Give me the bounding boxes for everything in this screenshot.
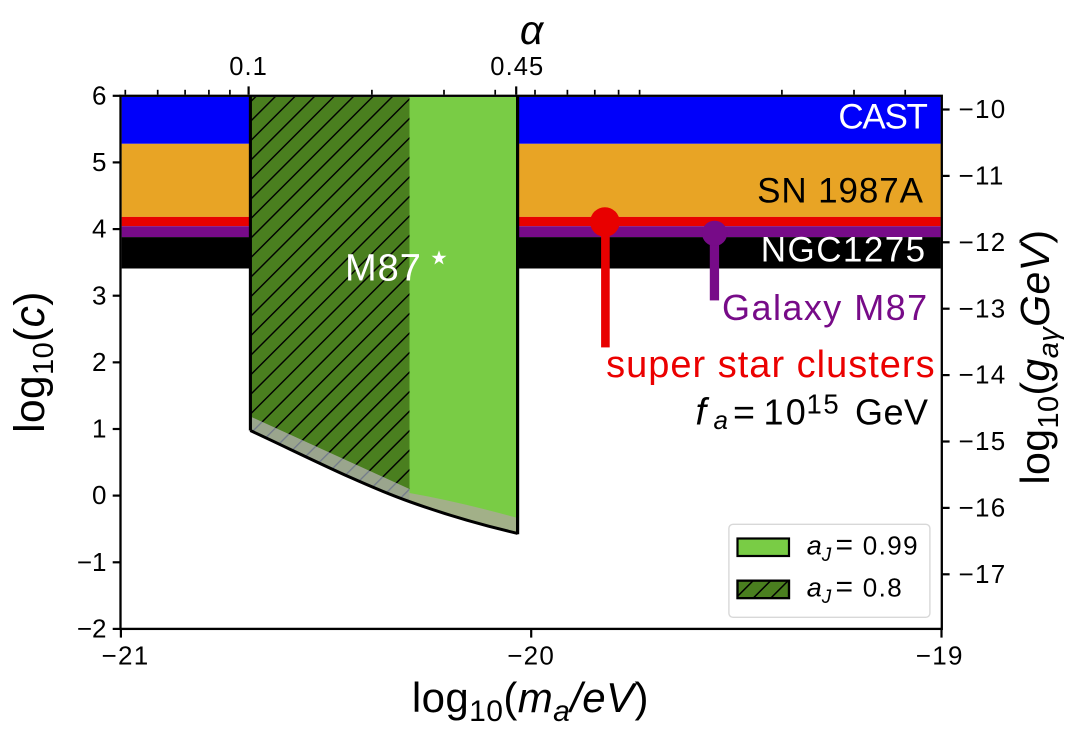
svg-text:=: = xyxy=(836,571,854,604)
svg-text:0.99: 0.99 xyxy=(863,531,919,561)
svg-text:−2: −2 xyxy=(77,614,107,644)
svg-text:5: 5 xyxy=(92,147,106,177)
svg-text:J: J xyxy=(821,587,832,608)
svg-text:=: = xyxy=(836,529,854,562)
svg-text:M87: M87 xyxy=(345,248,422,290)
svg-text:−11: −11 xyxy=(959,161,1005,191)
svg-text:4: 4 xyxy=(92,214,106,244)
svg-text:−21: −21 xyxy=(101,641,149,671)
svg-text:−1: −1 xyxy=(77,547,107,577)
svg-text:=: = xyxy=(733,391,755,432)
svg-text:−15: −15 xyxy=(959,426,1007,456)
svg-text:CAST: CAST xyxy=(838,98,927,137)
svg-text:−12: −12 xyxy=(959,227,1007,257)
svg-text:log10(ma/eV): log10(ma/eV) xyxy=(412,674,649,728)
svg-text:NGC1275: NGC1275 xyxy=(761,230,927,269)
svg-text:super star clusters: super star clusters xyxy=(606,344,935,386)
svg-text:0: 0 xyxy=(92,480,106,510)
svg-text:−16: −16 xyxy=(959,493,1007,523)
svg-text:−20: −20 xyxy=(507,641,555,671)
svg-text:1: 1 xyxy=(92,414,106,444)
svg-text:−19: −19 xyxy=(916,641,964,671)
svg-text:f: f xyxy=(696,391,710,433)
svg-text:GeV: GeV xyxy=(855,391,929,432)
svg-text:SN 1987A: SN 1987A xyxy=(757,171,924,210)
svg-text:2: 2 xyxy=(92,347,106,377)
svg-text:3: 3 xyxy=(92,280,106,310)
svg-text:6: 6 xyxy=(92,80,106,110)
svg-text:0.45: 0.45 xyxy=(490,53,544,81)
svg-text:15: 15 xyxy=(807,389,841,420)
svg-text:a: a xyxy=(807,573,822,603)
svg-text:a: a xyxy=(807,531,822,561)
svg-text:−13: −13 xyxy=(959,293,1007,323)
svg-text:10: 10 xyxy=(764,391,808,432)
svg-text:−10: −10 xyxy=(959,94,1007,124)
svg-text:J: J xyxy=(821,545,832,566)
svg-text:α: α xyxy=(520,7,545,53)
svg-text:a: a xyxy=(714,405,728,435)
svg-text:0.8: 0.8 xyxy=(863,573,903,603)
svg-text:−14: −14 xyxy=(959,360,1007,390)
svg-text:0.1: 0.1 xyxy=(229,53,268,81)
svg-text:−17: −17 xyxy=(959,559,1007,589)
svg-text:Galaxy M87: Galaxy M87 xyxy=(722,287,929,328)
svg-text:log10(gaγGeV): log10(gaγGeV) xyxy=(1012,230,1065,485)
